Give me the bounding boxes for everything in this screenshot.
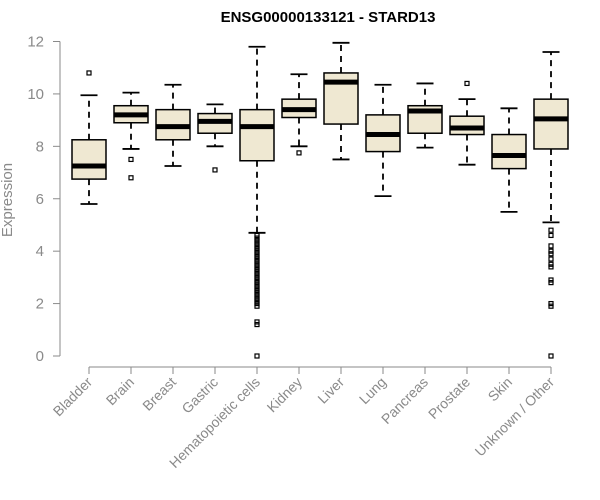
box-iqr: [71, 139, 107, 180]
box-iqr: [491, 133, 527, 170]
outlier-point: [254, 293, 260, 299]
outlier-point: [548, 243, 554, 249]
outlier-point: [464, 80, 470, 87]
box-breast: [155, 83, 191, 167]
outlier-point: [86, 70, 92, 76]
x-tick-label: Skin: [485, 374, 516, 405]
outlier-point: [212, 167, 218, 173]
y-tick-label: 0: [36, 348, 44, 365]
outlier-point: [548, 264, 554, 270]
x-tick-label: Prostate: [425, 374, 473, 422]
outlier-point: [548, 227, 554, 233]
x-tick-label: Pancreas: [378, 374, 431, 427]
outlier-point: [254, 253, 260, 260]
outlier-point: [128, 156, 134, 163]
box-unknown-other: [533, 51, 569, 359]
box-brain: [113, 91, 149, 181]
boxes-group: [71, 41, 569, 359]
outlier-point: [254, 238, 260, 244]
outlier-point: [254, 277, 260, 283]
y-tick-label: 8: [36, 138, 44, 155]
outlier-point: [548, 277, 554, 283]
box-kidney: [281, 73, 317, 156]
box-gastric: [197, 103, 233, 173]
x-tick-label: Kidney: [264, 374, 306, 416]
outlier-point: [548, 261, 554, 267]
box-prostate: [449, 80, 485, 166]
box-iqr: [533, 98, 569, 150]
outlier-point: [548, 251, 554, 257]
outlier-point: [254, 287, 260, 294]
outlier-point: [128, 175, 134, 181]
y-tick-label: 4: [36, 243, 44, 260]
outlier-point: [296, 150, 302, 156]
outlier-point: [548, 353, 554, 359]
outlier-point: [254, 280, 260, 286]
y-tick-label: 2: [36, 296, 44, 313]
outlier-point: [254, 248, 260, 254]
outlier-point: [548, 256, 554, 262]
outlier-point: [254, 235, 260, 241]
outlier-point: [254, 319, 260, 325]
outlier-point: [548, 248, 554, 254]
box-lung: [365, 83, 401, 198]
box-skin: [491, 107, 527, 213]
y-tick-label: 12: [27, 34, 44, 51]
outlier-point: [254, 261, 260, 267]
box-iqr: [449, 115, 485, 136]
outlier-point: [254, 232, 260, 239]
x-tick-label: Bladder: [50, 374, 96, 420]
chart-title: ENSG00000133121 - STARD13: [221, 9, 436, 26]
box-pancreas: [407, 82, 443, 149]
outlier-point: [254, 240, 260, 246]
outlier-point: [548, 232, 554, 239]
outlier-point: [548, 303, 554, 309]
outlier-point: [254, 353, 260, 359]
outlier-point: [254, 256, 260, 262]
y-axis: 0 2 4 6 8 10 12: [27, 34, 61, 365]
outlier-point: [548, 300, 554, 307]
x-tick-label: Liver: [314, 374, 347, 407]
outlier-point: [254, 251, 260, 257]
x-tick-label: Lung: [356, 374, 389, 407]
outlier-point: [254, 272, 260, 278]
outlier-point: [254, 303, 260, 309]
outlier-point: [254, 285, 260, 291]
box-iqr: [239, 108, 275, 162]
box-hematopoietic-cells: [239, 45, 275, 359]
outlier-point: [254, 274, 260, 280]
outlier-point: [254, 290, 260, 296]
y-tick-label: 10: [27, 86, 44, 103]
box-liver: [323, 41, 359, 161]
outlier-point: [254, 298, 260, 304]
outlier-point: [254, 269, 260, 275]
outlier-point: [254, 282, 260, 288]
x-tick-label: Breast: [139, 374, 179, 414]
outlier-point: [254, 295, 260, 301]
y-tick-label: 6: [36, 191, 44, 208]
outlier-point: [254, 243, 260, 249]
outlier-point: [254, 245, 260, 252]
outlier-point: [254, 321, 260, 328]
outlier-point: [254, 264, 260, 270]
box-bladder: [71, 70, 107, 205]
x-tick-label: Unknown / Other: [472, 374, 558, 460]
outlier-point: [254, 266, 260, 273]
outlier-point: [254, 259, 260, 265]
x-tick-label: Brain: [103, 374, 137, 408]
outlier-point: [254, 300, 260, 307]
y-axis-label: Expression: [0, 163, 16, 237]
outlier-point: [548, 280, 554, 286]
